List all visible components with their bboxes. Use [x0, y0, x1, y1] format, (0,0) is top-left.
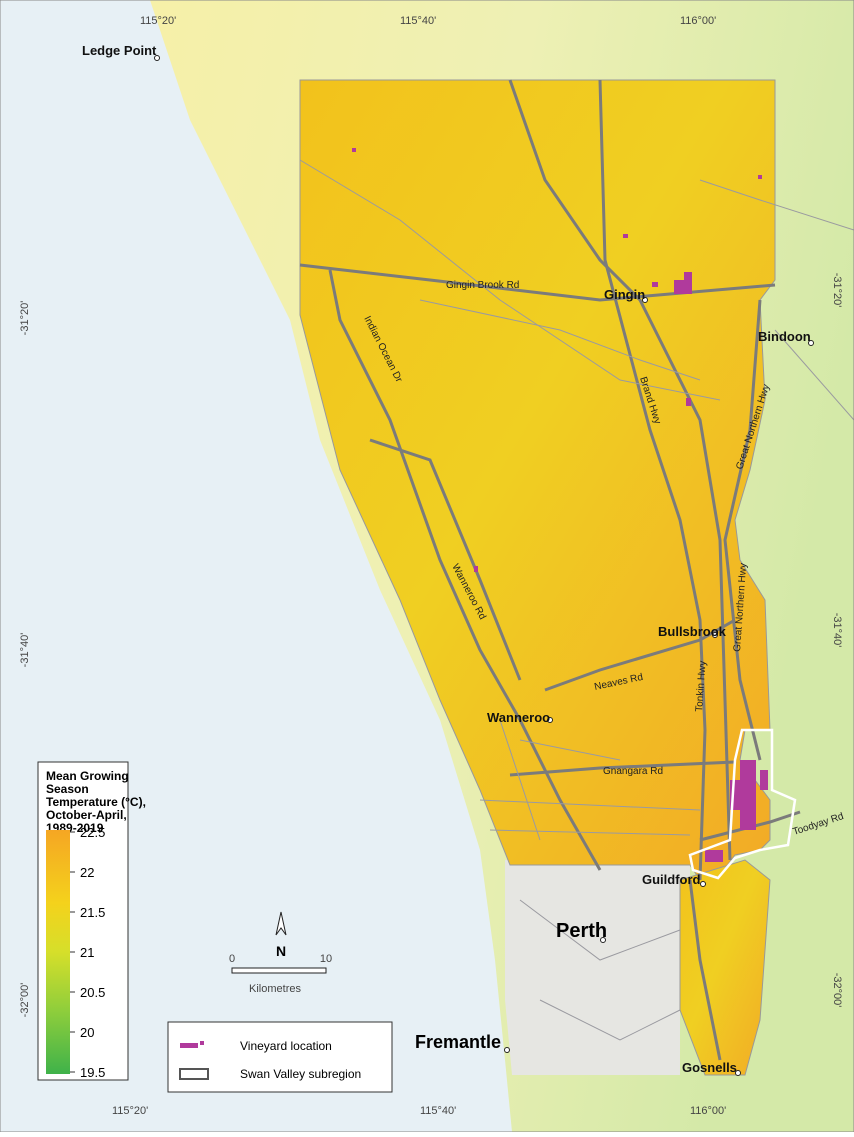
grid-label: -32°00' — [19, 983, 31, 1018]
color-tick-label: 20 — [80, 1025, 94, 1040]
town-label: Bindoon — [758, 329, 811, 344]
legend-title-line: October-April, — [46, 808, 127, 822]
legend-title-line: Mean Growing — [46, 769, 129, 783]
town-label: Guildford — [642, 872, 701, 887]
swan-valley-subregion — [688, 728, 797, 880]
grid-label: -32°00' — [831, 973, 843, 1008]
color-tick-label: 21.5 — [80, 905, 105, 920]
legend-label: Swan Valley subregion — [240, 1067, 361, 1081]
town-label: Bullsbrook — [658, 624, 727, 639]
subregion-symbol — [179, 1068, 209, 1080]
grid-label: -31°40' — [19, 633, 31, 668]
scale-unit: Kilometres — [249, 983, 301, 995]
grid-label: -31°20' — [19, 301, 31, 336]
road-label: Tonkin Hwy — [694, 660, 709, 712]
town-label: Fremantle — [415, 1032, 501, 1052]
vineyards — [352, 148, 768, 862]
scale-tick: 10 — [320, 953, 332, 965]
grid-label: 115°40' — [420, 1105, 456, 1117]
legend-title-line: Temperature (°C), — [46, 795, 146, 809]
grid-label: 116°00' — [680, 15, 716, 27]
grid-label: 115°40' — [400, 15, 436, 27]
scale-bar — [231, 967, 327, 974]
town-label: Perth — [556, 920, 607, 942]
road-label: Gingin Brook Rd — [446, 280, 519, 291]
vineyard-symbol — [200, 1041, 204, 1045]
color-tick-label: 19.5 — [80, 1065, 105, 1080]
color-tick-label: 22.5 — [80, 825, 105, 840]
town-label: Gosnells — [682, 1060, 737, 1075]
legend-title-line: Season — [46, 782, 89, 796]
vineyard-symbol — [180, 1043, 198, 1048]
town-label: Wanneroo — [487, 710, 550, 725]
color-tick-label: 21 — [80, 945, 94, 960]
legend-label: Vineyard location — [240, 1039, 332, 1053]
grid-label: -31°20' — [831, 273, 843, 308]
north-arrow — [275, 911, 287, 936]
town-label: Ledge Point — [82, 43, 157, 58]
color-bar — [46, 830, 70, 1074]
urban-area — [505, 860, 690, 1075]
color-tick-label: 22 — [80, 865, 94, 880]
scale-tick: 0 — [229, 953, 235, 965]
grid-label: 115°20' — [140, 15, 176, 27]
symbol-legend — [167, 1021, 393, 1093]
grid-label: 116°00' — [690, 1105, 726, 1117]
grid-label: -31°40' — [831, 613, 843, 648]
town-markers — [154, 55, 814, 1076]
grid-label: 115°20' — [112, 1105, 148, 1117]
study-region-south — [679, 859, 771, 1076]
color-tick-label: 20.5 — [80, 985, 105, 1000]
road-label: Gnangara Rd — [603, 766, 663, 777]
color-bar-ticks: 22.5 22 21.5 21 20.5 20 19.5 — [70, 825, 105, 1080]
north-label: N — [276, 943, 286, 959]
town-label: Gingin — [604, 287, 645, 302]
